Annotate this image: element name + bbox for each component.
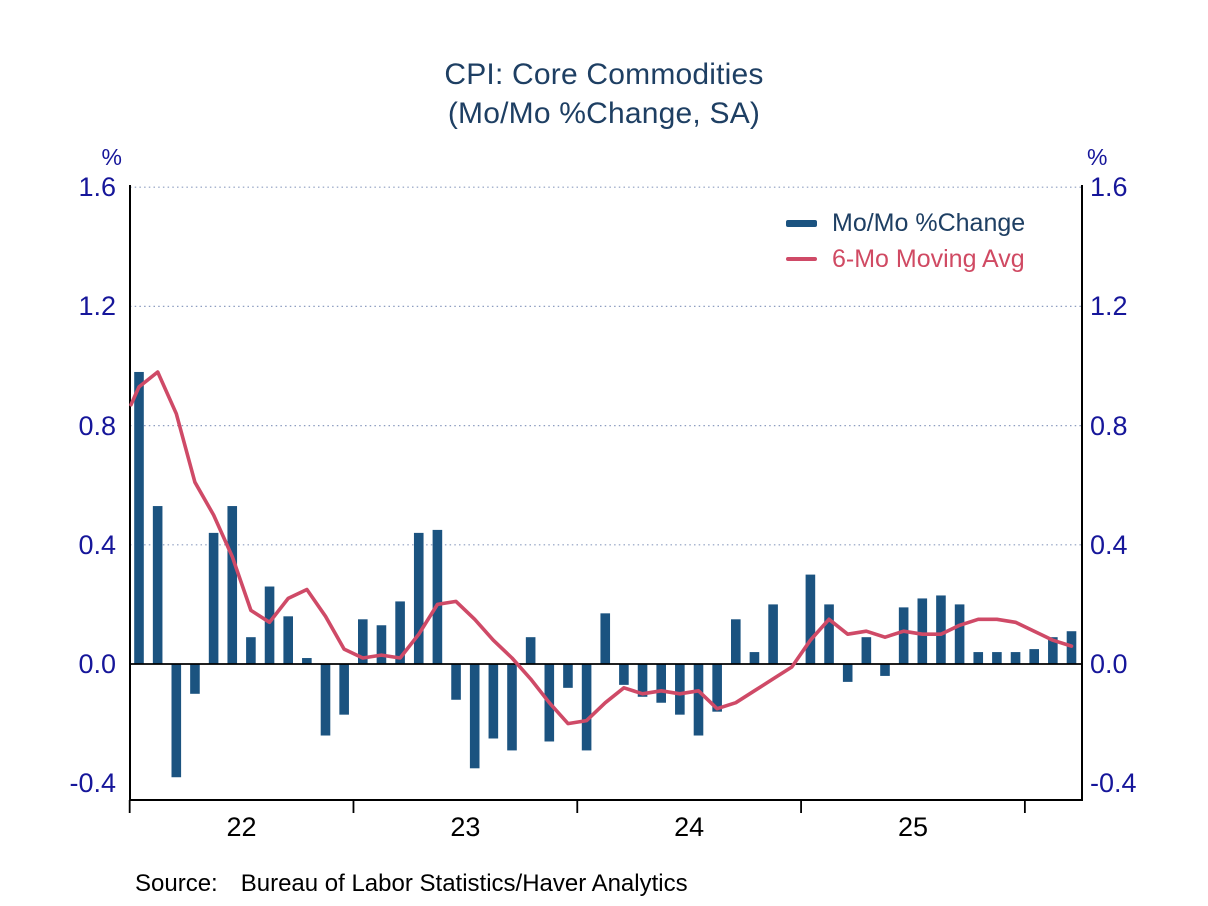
bar-month-22 — [525, 637, 536, 664]
y-tick-label-right-1.6: 1.6 — [1090, 172, 1128, 203]
y-tick-label-left-0.0: 0.0 — [78, 649, 116, 679]
bar-month-49 — [1029, 649, 1039, 664]
legend-row-1: Mo/Mo %Change — [786, 205, 1025, 241]
bar-month-27 — [619, 664, 629, 685]
y-axis-unit-right: % — [1087, 144, 1108, 170]
bar-month-37 — [805, 574, 816, 664]
y-tick-label-left-0.4: 0.4 — [78, 529, 116, 560]
bar-month-15 — [395, 601, 405, 664]
bar-month-8 — [264, 586, 275, 664]
chart-title-line-1: CPI: Core Commodities — [444, 58, 764, 91]
legend: Mo/Mo %Change 6-Mo Moving Avg — [786, 205, 1025, 277]
y-tick-label-left--0.4: -0.4 — [69, 768, 116, 799]
bar-month-40 — [861, 637, 872, 664]
bar-month-50 — [1048, 637, 1058, 664]
y-tick-label-right-0.4: 0.4 — [1090, 529, 1128, 560]
bar-month-41 — [880, 664, 890, 676]
y-tick-label-left-0.8: 0.8 — [78, 410, 116, 441]
x-year-label-24: 24 — [674, 812, 705, 842]
bar-month-47 — [992, 652, 1002, 664]
bar-month-18 — [451, 664, 461, 700]
bar-month-34 — [749, 652, 760, 664]
bar-month-17 — [432, 529, 443, 664]
source-note: Source: Bureau of Labor Statistics/Haver … — [135, 870, 688, 898]
bar-month-10 — [302, 658, 312, 664]
bar-month-7 — [246, 637, 256, 664]
bar-month-25 — [581, 664, 592, 751]
bar-month-20 — [488, 664, 499, 739]
legend-swatch-bar — [786, 219, 817, 227]
source-text: Bureau of Labor Statistics/Haver Analyti… — [240, 870, 688, 897]
bar-month-24 — [563, 664, 573, 688]
legend-label-2: 6-Mo Moving Avg — [832, 244, 1025, 273]
bar-month-44 — [936, 595, 946, 664]
bar-month-46 — [973, 652, 984, 664]
y-tick-label-right-0.0: 0.0 — [1090, 649, 1128, 679]
bar-month-6 — [227, 506, 238, 664]
source-label: Source: — [135, 870, 218, 897]
y-tick-label-left-1.6: 1.6 — [78, 172, 116, 203]
bar-month-2 — [152, 506, 163, 664]
bar-month-42 — [898, 607, 909, 664]
y-axis-unit-left: % — [101, 144, 122, 170]
bar-month-28 — [637, 664, 648, 697]
bar-month-1 — [134, 371, 144, 664]
chart-title-line-2: (Mo/Mo %Change, SA) — [447, 97, 761, 130]
bar-month-5 — [208, 532, 219, 664]
bar-month-11 — [320, 664, 331, 736]
y-tick-label-right-0.8: 0.8 — [1090, 410, 1128, 441]
legend-label-1: Mo/Mo %Change — [832, 208, 1026, 237]
y-tick-label-right--0.4: -0.4 — [1090, 768, 1137, 799]
bar-month-9 — [283, 616, 293, 664]
bar-month-38 — [824, 604, 834, 664]
y-tick-label-right-1.2: 1.2 — [1090, 291, 1128, 322]
bar-month-31 — [693, 664, 704, 736]
legend-row-2: 6-Mo Moving Avg — [786, 241, 1025, 277]
bar-month-35 — [768, 604, 778, 664]
bar-month-21 — [507, 664, 517, 751]
moving-avg-line — [129, 370, 1074, 726]
bar-month-45 — [954, 604, 965, 664]
bar-month-3 — [171, 664, 182, 778]
bar-month-14 — [376, 625, 387, 664]
bar-month-12 — [339, 664, 349, 715]
legend-swatch-line — [786, 257, 817, 261]
x-year-label-25: 25 — [897, 812, 928, 842]
bar-month-33 — [731, 619, 741, 664]
bar-month-13 — [358, 619, 368, 664]
bar-month-29 — [656, 664, 666, 703]
bar-month-19 — [469, 664, 480, 769]
x-year-label-23: 23 — [450, 812, 481, 842]
bar-month-4 — [190, 664, 200, 694]
bar-month-26 — [600, 613, 611, 664]
bar-month-43 — [917, 598, 928, 664]
x-year-label-22: 22 — [226, 812, 257, 842]
bar-month-30 — [675, 664, 685, 715]
bar-month-48 — [1010, 652, 1021, 664]
bar-month-32 — [712, 664, 722, 712]
bar-month-16 — [413, 532, 424, 664]
y-tick-label-left-1.2: 1.2 — [78, 291, 116, 322]
bar-month-39 — [842, 664, 853, 682]
